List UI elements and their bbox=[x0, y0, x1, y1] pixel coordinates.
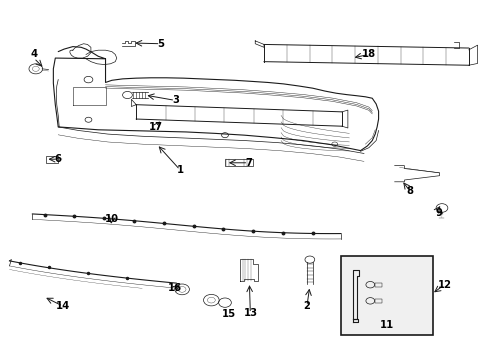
Text: 17: 17 bbox=[148, 122, 163, 132]
Bar bbox=[224, 159, 253, 166]
Bar bbox=[45, 156, 58, 163]
Text: 15: 15 bbox=[222, 310, 236, 319]
Text: 5: 5 bbox=[157, 39, 164, 49]
Text: 13: 13 bbox=[243, 309, 257, 318]
Text: 12: 12 bbox=[437, 280, 450, 290]
Bar bbox=[374, 299, 382, 303]
Text: 2: 2 bbox=[303, 301, 310, 311]
Text: 1: 1 bbox=[176, 165, 183, 175]
Text: 10: 10 bbox=[104, 215, 119, 224]
Text: 11: 11 bbox=[379, 320, 393, 330]
Text: 8: 8 bbox=[406, 186, 413, 197]
Text: 9: 9 bbox=[434, 208, 441, 218]
Text: 7: 7 bbox=[244, 158, 251, 168]
Text: 18: 18 bbox=[361, 49, 375, 59]
Text: 3: 3 bbox=[171, 95, 178, 105]
Text: 6: 6 bbox=[55, 154, 61, 164]
Bar bbox=[340, 256, 432, 335]
Bar bbox=[374, 283, 382, 287]
Text: 14: 14 bbox=[56, 301, 70, 311]
Text: 16: 16 bbox=[168, 283, 182, 293]
Text: 4: 4 bbox=[30, 49, 38, 59]
